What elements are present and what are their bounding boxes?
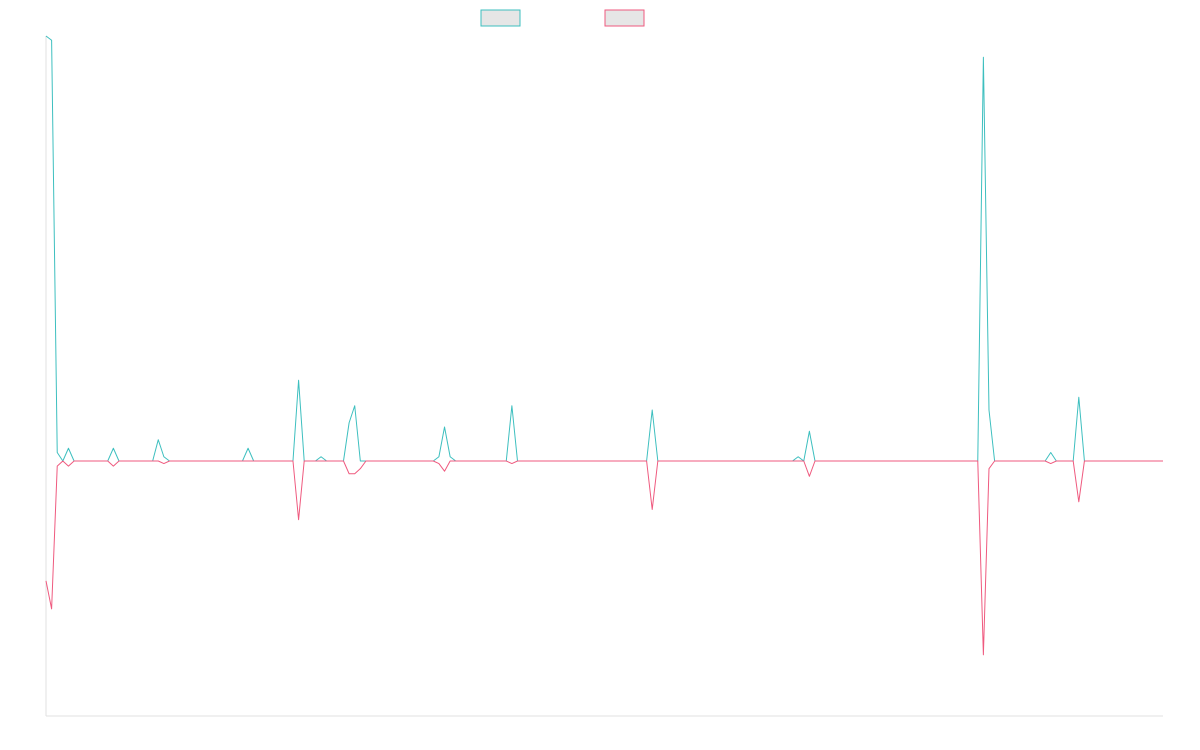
legend-swatch-down [604,9,645,27]
series-line-down [45,460,1163,656]
legend [480,9,645,27]
axes [45,36,1163,717]
series-line-up [45,35,1163,462]
legend-swatch-up [480,9,521,27]
series-layer [45,35,1163,656]
